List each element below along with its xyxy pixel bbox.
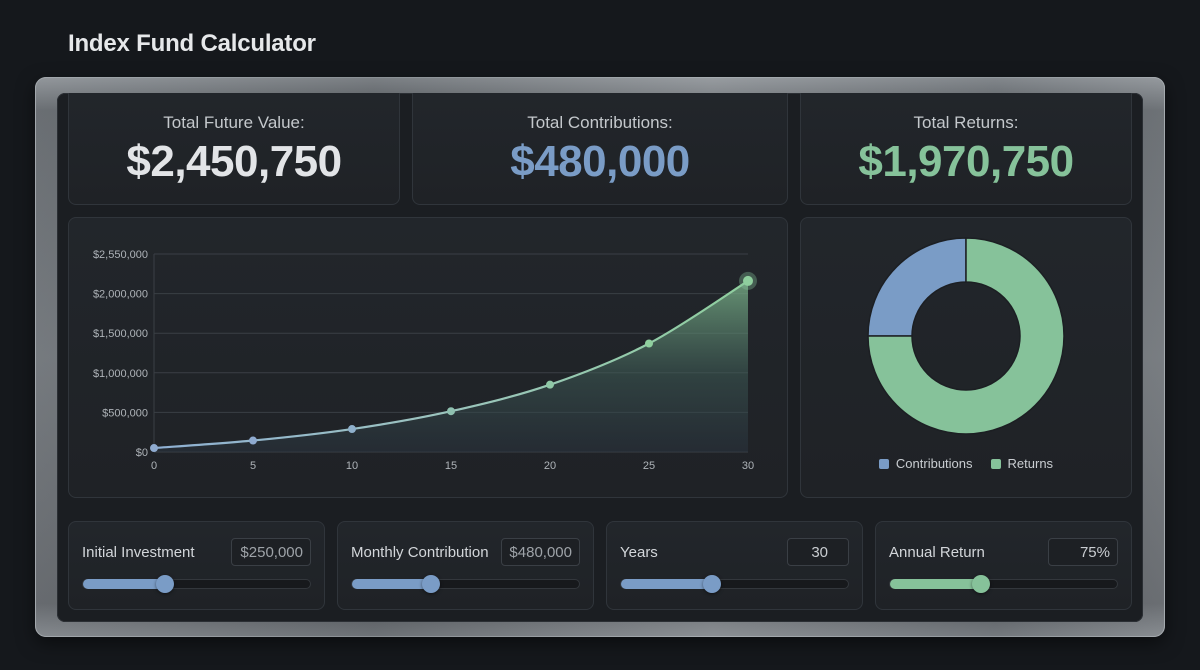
svg-text:30: 30 bbox=[742, 460, 754, 472]
svg-text:20: 20 bbox=[544, 460, 556, 472]
donut-legend: Contributions Returns bbox=[801, 456, 1131, 471]
stat-card-contributions: Total Contributions: $480,000 bbox=[412, 93, 788, 205]
svg-text:$2,550,000: $2,550,000 bbox=[93, 249, 148, 261]
svg-text:0: 0 bbox=[151, 460, 157, 472]
slider-thumb[interactable] bbox=[422, 575, 441, 593]
legend-item-returns: Returns bbox=[990, 456, 1054, 471]
donut-slice-returns bbox=[867, 237, 1065, 435]
svg-text:15: 15 bbox=[445, 460, 457, 472]
annual-return-input[interactable]: 75% bbox=[1048, 538, 1118, 566]
control-monthly-contribution: Monthly Contribution $480,000 bbox=[337, 521, 594, 610]
growth-chart: $0 $500,000 $1,000,000 $1,500,000 $2,000,000… bbox=[93, 249, 757, 472]
years-input[interactable]: 30 bbox=[787, 538, 849, 566]
control-initial-investment: Initial Investment $250,000 bbox=[68, 521, 325, 610]
slider-thumb[interactable] bbox=[702, 575, 721, 593]
app-title: Index Fund Calculator bbox=[68, 30, 316, 57]
slider-thumb[interactable] bbox=[155, 575, 174, 593]
control-years: Years 30 bbox=[606, 521, 863, 610]
stat-value: $480,000 bbox=[510, 137, 690, 186]
control-label: Initial Investment bbox=[82, 544, 195, 561]
donut-slice-contributions bbox=[867, 237, 967, 337]
svg-text:$500,000: $500,000 bbox=[102, 407, 148, 419]
legend-label: Returns bbox=[1007, 456, 1054, 471]
svg-text:5: 5 bbox=[250, 460, 256, 472]
growth-chart-card: $0 $500,000 $1,000,000 $1,500,000 $2,000,000… bbox=[68, 217, 788, 498]
stat-value: $1,970,750 bbox=[858, 137, 1074, 186]
slider-fill bbox=[621, 579, 712, 589]
allocation-chart-card: Contributions Returns bbox=[800, 217, 1132, 498]
contributions-swatch-icon bbox=[878, 458, 889, 469]
control-annual-return: Annual Return 75% bbox=[875, 521, 1132, 610]
svg-text:$1,500,000: $1,500,000 bbox=[93, 328, 148, 340]
slider-fill bbox=[890, 579, 981, 589]
svg-text:25: 25 bbox=[643, 460, 655, 472]
control-label: Years bbox=[620, 544, 658, 561]
stat-label: Total Returns: bbox=[913, 113, 1019, 132]
initial-investment-input[interactable]: $250,000 bbox=[231, 538, 311, 566]
slider-fill bbox=[83, 579, 165, 589]
monthly-contribution-input[interactable]: $480,000 bbox=[501, 538, 580, 566]
legend-item-contributions: Contributions bbox=[878, 456, 973, 471]
slider-fill bbox=[352, 579, 432, 589]
legend-label: Contributions bbox=[895, 456, 973, 471]
control-label: Monthly Contribution bbox=[351, 544, 489, 561]
stat-card-returns: Total Returns: $1,970,750 bbox=[800, 93, 1132, 205]
slider-thumb[interactable] bbox=[971, 575, 990, 593]
returns-swatch-icon bbox=[990, 458, 1001, 469]
control-label: Annual Return bbox=[889, 544, 985, 561]
svg-text:$2,000,000: $2,000,000 bbox=[93, 289, 148, 301]
svg-text:10: 10 bbox=[346, 460, 358, 472]
monthly-contribution-slider[interactable] bbox=[351, 575, 580, 593]
svg-text:$1,000,000: $1,000,000 bbox=[93, 368, 148, 380]
years-slider[interactable] bbox=[620, 575, 849, 593]
initial-investment-slider[interactable] bbox=[82, 575, 311, 593]
stat-value: $2,450,750 bbox=[126, 137, 342, 186]
stat-label: Total Contributions: bbox=[527, 113, 673, 132]
stat-card-future-value: Total Future Value: $2,450,750 bbox=[68, 93, 400, 205]
annual-return-slider[interactable] bbox=[889, 575, 1118, 593]
stat-label: Total Future Value: bbox=[163, 113, 305, 132]
allocation-donut-chart bbox=[867, 237, 1065, 435]
svg-text:$0: $0 bbox=[136, 447, 148, 459]
